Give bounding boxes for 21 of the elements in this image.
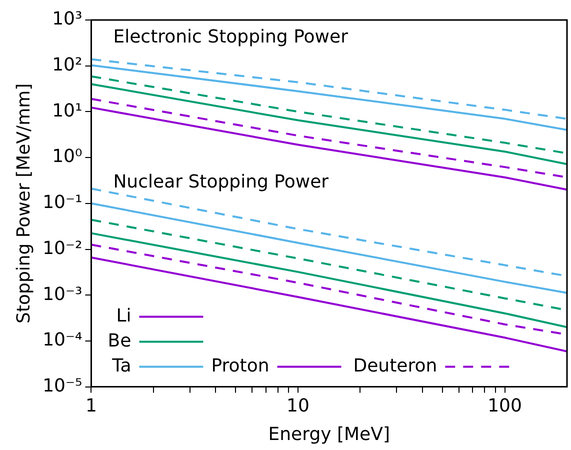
x-tick-label: 10 [286,395,310,416]
legend-label: Ta [111,355,132,376]
y-tick-label: 10⁰ [52,146,82,168]
legend-label: Li [116,305,132,326]
y-tick-label: 10¹ [52,100,82,122]
x-tick-label: 1 [85,395,97,416]
legend-label: Proton [211,355,270,376]
x-axis-title: Energy [MeV] [268,424,390,445]
annotation: Nuclear Stopping Power [113,172,330,193]
legend-label: Be [108,330,132,352]
x-tick-label: 100 [488,395,522,416]
y-axis-title: Stopping Power [MeV/mm] [13,83,34,324]
y-tick-label: 10⁻⁵ [42,375,82,396]
y-tick-label: 10⁻⁴ [42,330,82,351]
y-tick-label: 10² [52,54,82,76]
legend-label: Deuteron [353,355,438,376]
y-tick-label: 10³ [52,8,82,30]
y-tick-label: 10⁻³ [42,284,82,305]
y-tick-label: 10⁻² [42,238,82,259]
annotation: Electronic Stopping Power [113,26,349,48]
y-tick-label: 10⁻¹ [42,192,82,214]
